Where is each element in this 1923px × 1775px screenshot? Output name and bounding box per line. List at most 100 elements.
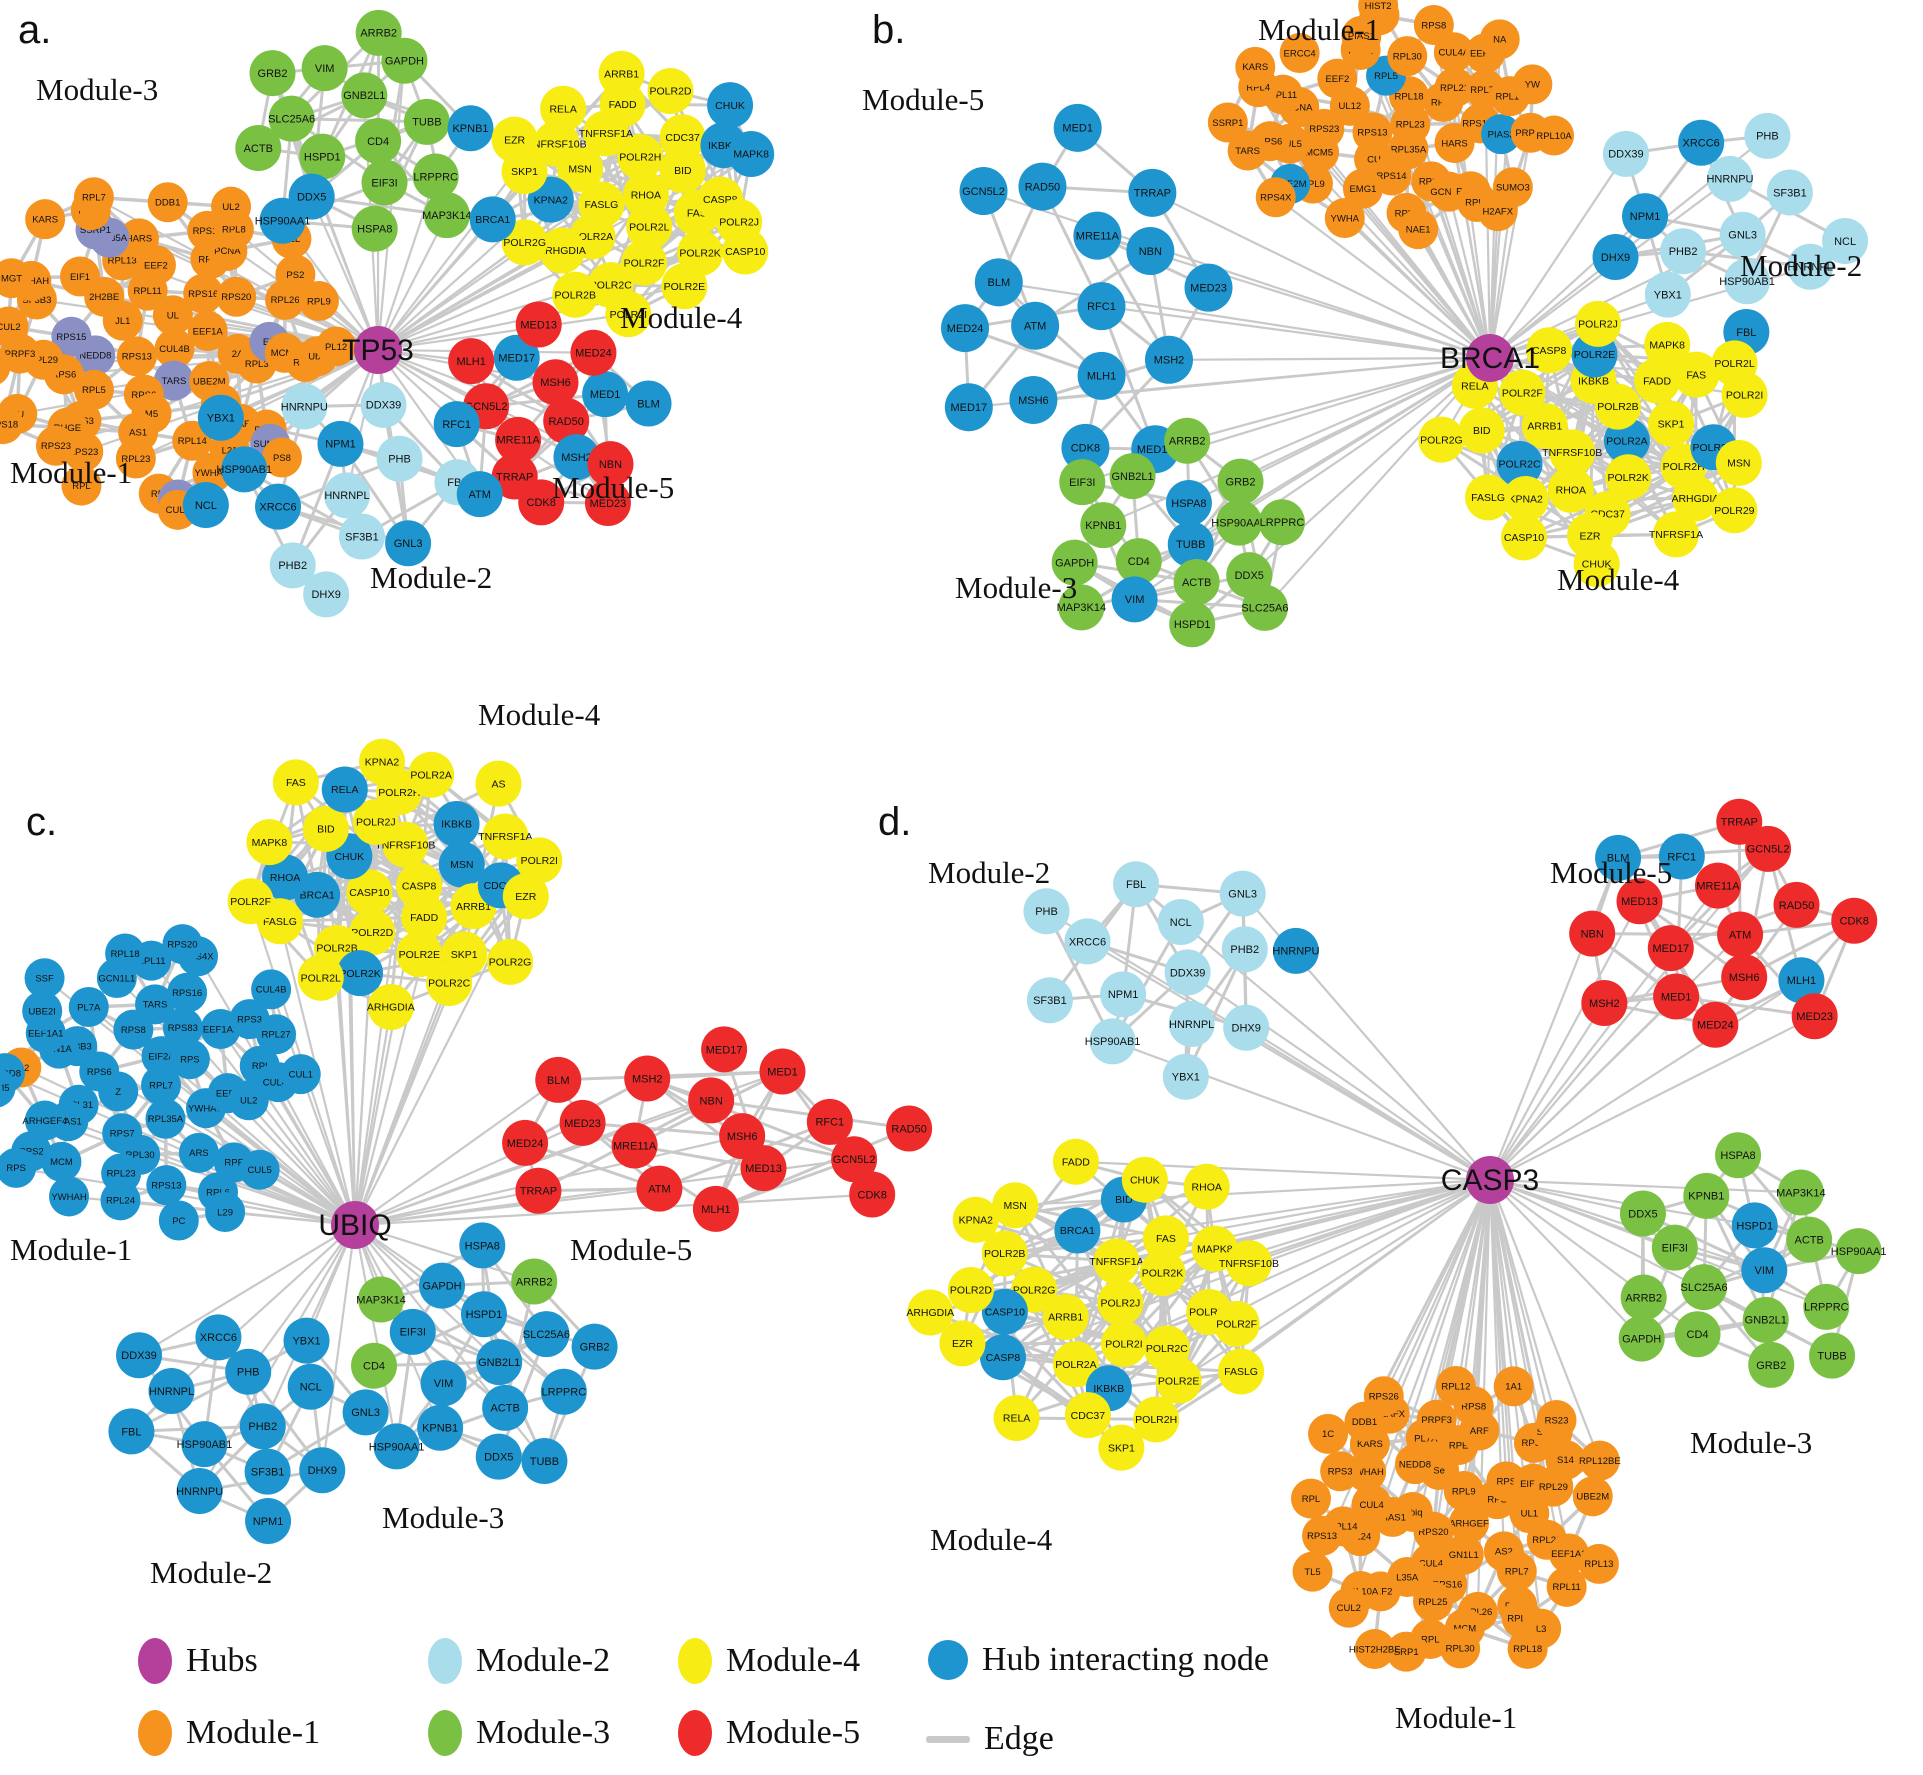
panel-b-m3-VIM[interactable]: VIM [1111, 576, 1158, 623]
panel-d-m1-RPL25[interactable]: RPL25 [1412, 1581, 1453, 1622]
panel-b-m2-YBX1[interactable]: YBX1 [1644, 271, 1691, 318]
panel-a-m1-RPS20[interactable]: RPS20 [216, 276, 257, 317]
panel-c-m4-POLR2F[interactable]: POLR2F [227, 878, 274, 925]
panel-d-m4-FADD[interactable]: FADD [1052, 1138, 1099, 1185]
panel-a-m2-DDX39[interactable]: DDX39 [360, 381, 407, 428]
panel-a-m1-PS8[interactable]: PS8 [261, 437, 302, 478]
panel-d-m5-MSH6[interactable]: MSH6 [1721, 954, 1768, 1001]
panel-d-m3-GNB2L1[interactable]: GNB2L1 [1742, 1296, 1789, 1343]
panel-c-m2-DHX9[interactable]: DHX9 [299, 1447, 346, 1494]
panel-c-m3-CD4[interactable]: CD4 [351, 1342, 398, 1389]
panel-c-m3-GRB2[interactable]: GRB2 [571, 1323, 618, 1370]
panel-d-m2-DHX9[interactable]: DHX9 [1223, 1004, 1270, 1051]
panel-c-m3-GAPDH[interactable]: GAPDH [419, 1262, 466, 1309]
panel-c-m5-MLH1[interactable]: MLH1 [692, 1185, 739, 1232]
panel-b-m2-NPM1[interactable]: NPM1 [1622, 193, 1669, 240]
panel-a-m3-ARRB2[interactable]: ARRB2 [355, 9, 402, 56]
panel-b-m5-GCN5L2[interactable]: GCN5L2 [959, 167, 1008, 216]
panel-a-m1-RPL9[interactable]: RPL9 [298, 280, 339, 321]
panel-a-m4-CDC37[interactable]: CDC37 [659, 114, 706, 161]
panel-d-m1-RPL11[interactable]: RPL11 [1546, 1566, 1587, 1607]
panel-b-m2-DHX9[interactable]: DHX9 [1592, 234, 1639, 281]
panel-b-m3-GRB2[interactable]: GRB2 [1217, 458, 1264, 505]
panel-c-m3-ACTB[interactable]: ACTB [482, 1384, 529, 1431]
panel-a-m1-KARS[interactable]: KARS [25, 199, 66, 240]
panel-b-m5-ATM[interactable]: ATM [1011, 301, 1060, 350]
panel-a-m5-ATM[interactable]: ATM [456, 471, 503, 518]
panel-a-m3-HSPD1[interactable]: HSPD1 [299, 133, 346, 180]
panel-d-m4-BRCA1[interactable]: BRCA1 [1054, 1207, 1101, 1254]
panel-c-m1-YWHAH[interactable]: YWHAH [49, 1176, 90, 1217]
panel-d-m3-SLC25A6[interactable]: SLC25A6 [1680, 1264, 1728, 1311]
panel-d-m3-HSP90AA1[interactable]: HSP90AA1 [1831, 1228, 1887, 1275]
panel-b-m3-ARRB2[interactable]: ARRB2 [1164, 417, 1211, 464]
panel-a-m3-HSPA8[interactable]: HSPA8 [351, 205, 398, 252]
panel-c-m5-MED17[interactable]: MED17 [701, 1026, 748, 1073]
panel-c-m3-HSPD1[interactable]: HSPD1 [460, 1291, 507, 1338]
panel-c-m5-NBN[interactable]: NBN [688, 1077, 735, 1124]
panel-d-m4-MSN[interactable]: MSN [992, 1182, 1039, 1229]
panel-a-m5-MSH6[interactable]: MSH6 [532, 359, 579, 406]
panel-a-m5-MED1[interactable]: MED1 [582, 371, 629, 418]
panel-b-m5-MED17[interactable]: MED17 [944, 383, 993, 432]
panel-b-m5-MRE11A[interactable]: MRE11A [1073, 211, 1122, 260]
panel-d-m3-HSPD1[interactable]: HSPD1 [1731, 1202, 1778, 1249]
panel-c-m4-POLR2G[interactable]: POLR2G [487, 938, 534, 985]
panel-d-m3-TUBB[interactable]: TUBB [1809, 1332, 1856, 1379]
panel-a-m1-DDB1[interactable]: DDB1 [147, 182, 188, 223]
panel-b-m5-RAD50[interactable]: RAD50 [1018, 162, 1067, 211]
panel-a-m2-NCL[interactable]: NCL [182, 482, 229, 529]
panel-d-m2-PHB[interactable]: PHB [1023, 888, 1070, 935]
panel-d-m4-POLR2I[interactable]: POLR2I [1100, 1320, 1147, 1367]
panel-b-m4-SKP1[interactable]: SKP1 [1648, 400, 1695, 447]
panel-b-m4-MAPK8[interactable]: MAPK8 [1644, 321, 1691, 368]
panel-b-m5-MED24[interactable]: MED24 [941, 304, 990, 353]
panel-a-m3-TUBB[interactable]: TUBB [403, 98, 450, 145]
panel-a-m3-MAP3K14[interactable]: MAP3K14 [422, 192, 472, 239]
panel-b-m5-MSH6[interactable]: MSH6 [1009, 375, 1058, 424]
panel-a-m2-XRCC6[interactable]: XRCC6 [255, 483, 302, 530]
panel-c-m2-SF3B1[interactable]: SF3B1 [244, 1448, 291, 1495]
panel-b-m1-YWHA[interactable]: YWHA [1324, 197, 1365, 238]
panel-d-m3-KPNB1[interactable]: KPNB1 [1683, 1172, 1730, 1219]
panel-d-m5-MED17[interactable]: MED17 [1647, 925, 1694, 972]
panel-b-m3-HSPD1[interactable]: HSPD1 [1169, 601, 1216, 648]
panel-c-m5-TRRAP[interactable]: TRRAP [515, 1167, 562, 1214]
panel-c-m4-POLR2A[interactable]: POLR2A [408, 751, 455, 798]
panel-d-m4-SKP1[interactable]: SKP1 [1098, 1424, 1145, 1471]
panel-d-m4-POLR2J[interactable]: POLR2J [1097, 1279, 1144, 1326]
panel-c-m1-CUL4B[interactable]: CUL4B [251, 969, 292, 1010]
panel-c-m1-PC[interactable]: PC [158, 1200, 199, 1241]
panel-b-m5-MLH1[interactable]: MLH1 [1077, 351, 1126, 400]
panel-c-m4-POLR2K[interactable]: POLR2K [337, 950, 384, 997]
panel-d-m5-RAD50[interactable]: RAD50 [1773, 881, 1820, 928]
panel-a-m4-ARRB1[interactable]: ARRB1 [598, 50, 645, 97]
panel-a-m5-MED24[interactable]: MED24 [570, 329, 617, 376]
panel-a-m3-GNB2L1[interactable]: GNB2L1 [341, 72, 388, 119]
panel-c-m4-BID[interactable]: BID [302, 805, 349, 852]
panel-c-m3-GNB2L1[interactable]: GNB2L1 [476, 1339, 523, 1386]
panel-d-m4-CASP8[interactable]: CASP8 [979, 1334, 1026, 1381]
panel-a-m5-MED13[interactable]: MED13 [515, 301, 562, 348]
panel-a-m1-UL2[interactable]: UL2 [211, 186, 252, 227]
panel-c-m4-RELA[interactable]: RELA [321, 766, 368, 813]
panel-c-m4-AS[interactable]: AS [475, 760, 522, 807]
panel-c-m2-YBX1[interactable]: YBX1 [283, 1317, 330, 1364]
panel-b-m5-BLM[interactable]: BLM [974, 258, 1023, 307]
panel-d-m1-UBE2M[interactable]: UBE2M [1572, 1476, 1613, 1517]
panel-a-m4-EZR[interactable]: EZR [491, 116, 538, 163]
panel-b-m1-RPS8[interactable]: RPS8 [1413, 4, 1454, 45]
panel-b-m2-PHB2[interactable]: PHB2 [1660, 228, 1707, 275]
panel-c-m1-CUL5[interactable]: CUL5 [239, 1149, 280, 1190]
panel-c-m3-TUBB[interactable]: TUBB [521, 1438, 568, 1485]
panel-d-m1-RPL18[interactable]: RPL18 [1507, 1628, 1548, 1669]
panel-a-m1-RPL7[interactable]: RPL7 [73, 177, 114, 218]
panel-a-m5-BLM[interactable]: BLM [625, 380, 672, 427]
panel-b-m5-TRRAP[interactable]: TRRAP [1128, 168, 1177, 217]
panel-c-m3-VIM[interactable]: VIM [420, 1360, 467, 1407]
panel-d-m2-YBX1[interactable]: YBX1 [1162, 1053, 1209, 1100]
panel-d-hub-node[interactable] [1466, 1156, 1514, 1204]
panel-c-m1-RPS16[interactable]: RPS16 [167, 972, 208, 1013]
panel-c-m2-GNL3[interactable]: GNL3 [342, 1389, 389, 1436]
panel-a-m3-EIF3I[interactable]: EIF3I [361, 159, 408, 206]
